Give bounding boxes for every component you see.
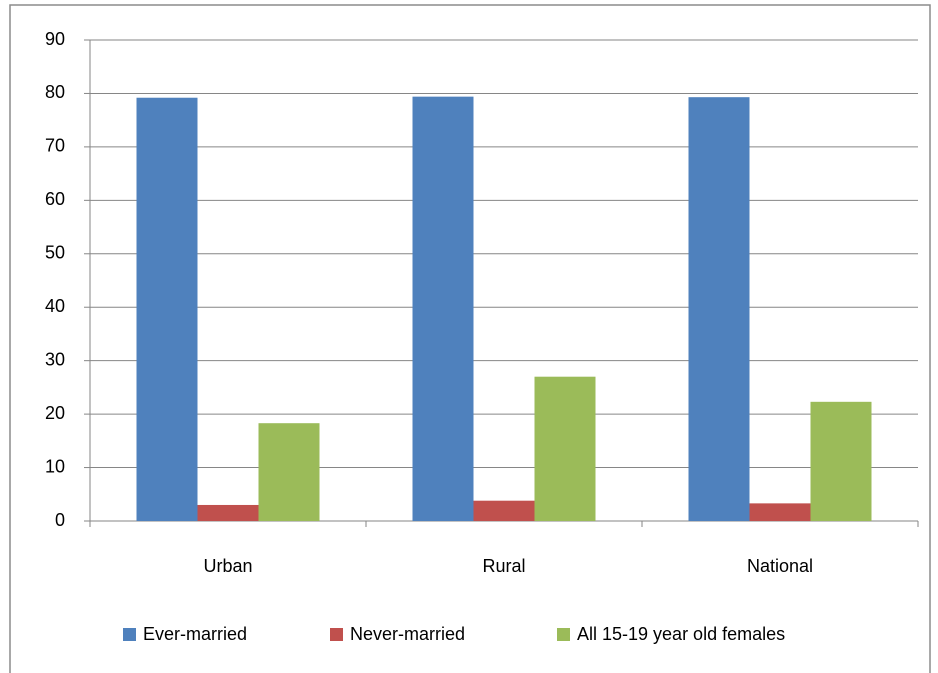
- legend-swatch: [123, 628, 136, 641]
- x-tick-label: Urban: [203, 556, 252, 576]
- y-tick-label: 0: [55, 510, 65, 530]
- legend-swatch: [557, 628, 570, 641]
- y-tick-label: 50: [45, 243, 65, 263]
- y-tick-label: 30: [45, 349, 65, 369]
- bar: [412, 96, 474, 521]
- bar: [473, 500, 535, 521]
- y-tick-label: 40: [45, 296, 65, 316]
- bar: [688, 97, 750, 522]
- x-tick-label: National: [747, 556, 813, 576]
- y-tick-label: 70: [45, 136, 65, 156]
- bar: [136, 97, 198, 521]
- bar: [810, 401, 872, 521]
- legend-label: Never-married: [350, 624, 465, 644]
- y-tick-label: 80: [45, 82, 65, 102]
- bar: [749, 503, 811, 521]
- legend-label: All 15-19 year old females: [577, 624, 785, 644]
- x-tick-label: Rural: [482, 556, 525, 576]
- legend-label: Ever-married: [143, 624, 247, 644]
- bar: [258, 423, 320, 521]
- legend-swatch: [330, 628, 343, 641]
- y-tick-label: 20: [45, 403, 65, 423]
- y-tick-label: 10: [45, 456, 65, 476]
- bar: [534, 376, 596, 521]
- bar: [197, 504, 259, 521]
- y-tick-label: 60: [45, 189, 65, 209]
- y-tick-label: 90: [45, 29, 65, 49]
